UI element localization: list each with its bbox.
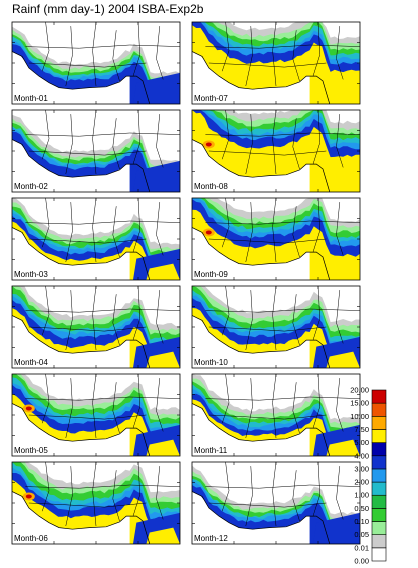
colorbar-tick-label: 4.00 (354, 451, 369, 460)
colorbar-tick-label: 3.00 (354, 464, 369, 473)
map-panel-09: Month-09 (191, 197, 361, 281)
panel-label: Month-07 (194, 94, 228, 103)
colorbar-tick-label: 5.00 (354, 438, 369, 447)
panel-label: Month-10 (194, 358, 228, 367)
colorbar-swatch (371, 416, 387, 430)
colorbar-tick-label: 20.00 (350, 386, 369, 395)
map-panel-11: Month-11 (191, 373, 361, 457)
colorbar-tick-label: 0.50 (354, 504, 369, 513)
panel-label: Month-12 (194, 534, 228, 543)
colorbar-swatch (371, 508, 387, 522)
colorbar-tick-label: 0.01 (354, 543, 369, 552)
panel-label: Month-01 (14, 94, 48, 103)
panel-label: Month-06 (14, 534, 48, 543)
colorbar-tick-label: 0.05 (354, 530, 369, 539)
colorbar-swatch (371, 402, 387, 417)
panel-label: Month-09 (194, 270, 228, 279)
colorbar-tick-label: 2.00 (354, 478, 369, 487)
panel-label: Month-11 (194, 446, 228, 455)
chart-title: Rainf (mm day-1) 2004 ISBA-Exp2b (12, 2, 204, 16)
panel-label: Month-08 (194, 182, 228, 191)
colorbar-swatch (371, 429, 387, 443)
map-panel-04: Month-04 (11, 285, 181, 369)
map-panel-01: Month-01 (11, 21, 181, 105)
map-panel-10: Month-10 (191, 285, 361, 369)
colorbar-swatch (371, 389, 387, 404)
map-panel-08: Month-08 (191, 109, 361, 193)
colorbar-swatch (371, 442, 387, 457)
colorbar-tick-label: 0.00 (354, 557, 369, 566)
map-panel-02: Month-02 (11, 109, 181, 193)
map-panel-05: Month-05 (11, 373, 181, 457)
colorbar-tick-label: 7.50 (354, 425, 369, 434)
colorbar-swatch (371, 468, 387, 483)
panel-label: Month-03 (14, 270, 48, 279)
colorbar-swatch (371, 481, 387, 496)
colorbar-swatch (371, 534, 387, 549)
map-panel-03: Month-03 (11, 197, 181, 281)
colorbar-swatch (371, 494, 387, 509)
colorbar-swatch (371, 547, 387, 562)
map-panel-06: Month-06 (11, 461, 181, 545)
colorbar-tick-label: 1.00 (354, 491, 369, 500)
panel-label: Month-04 (14, 358, 48, 367)
colorbar-tick-label: 10.00 (350, 412, 369, 421)
map-panel-07: Month-07 (191, 21, 361, 105)
colorbar-swatch (371, 521, 387, 535)
colorbar-swatch (371, 455, 387, 470)
panel-label: Month-02 (14, 182, 48, 191)
panel-label: Month-05 (14, 446, 48, 455)
map-panel-12: Month-12 (191, 461, 361, 545)
colorbar-tick-label: 0.10 (354, 517, 369, 526)
colorbar-tick-label: 15.00 (350, 399, 369, 408)
